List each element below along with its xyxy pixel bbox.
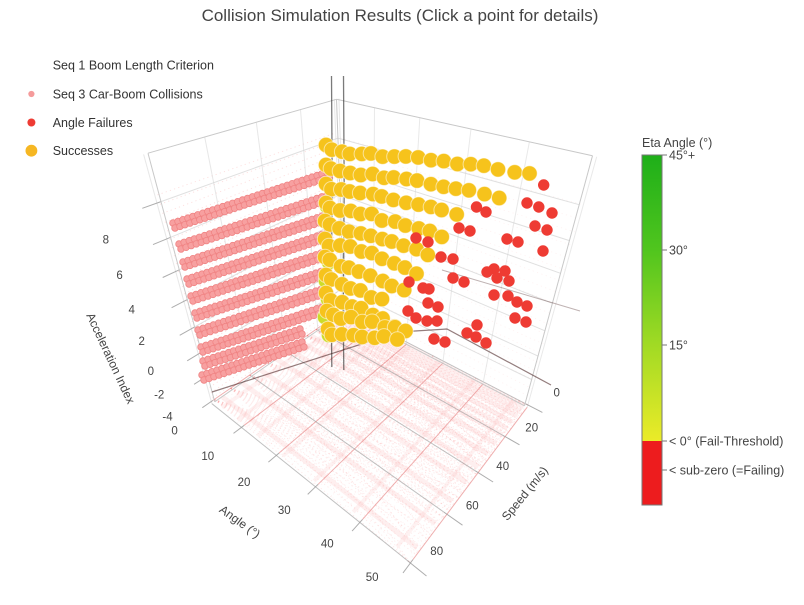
svg-text:0: 0 [553, 387, 559, 399]
svg-text:20: 20 [238, 477, 251, 489]
svg-text:60: 60 [466, 501, 479, 513]
svg-text:10: 10 [201, 451, 214, 463]
svg-text:45°+: 45°+ [669, 149, 695, 163]
svg-text:30°: 30° [669, 244, 688, 258]
svg-text:4: 4 [128, 305, 135, 317]
svg-text:2: 2 [138, 336, 144, 348]
svg-text:40: 40 [321, 538, 334, 550]
svg-text:-4: -4 [162, 412, 173, 424]
svg-text:50: 50 [366, 572, 379, 584]
svg-text:0: 0 [148, 366, 154, 378]
svg-text:< sub-zero (=Failing): < sub-zero (=Failing) [669, 464, 784, 478]
svg-text:20: 20 [525, 423, 538, 435]
svg-text:30: 30 [278, 505, 291, 517]
svg-text:Angle Failures: Angle Failures [53, 116, 133, 130]
svg-text:8: 8 [103, 235, 109, 247]
svg-text:80: 80 [430, 546, 443, 558]
svg-text:-2: -2 [154, 390, 164, 402]
svg-text:0: 0 [171, 426, 177, 438]
svg-text:Collision Simulation Results (: Collision Simulation Results (Click a po… [202, 6, 599, 25]
svg-text:15°: 15° [669, 339, 688, 353]
svg-text:Eta Angle (°): Eta Angle (°) [642, 136, 712, 150]
svg-text:6: 6 [116, 270, 122, 282]
svg-text:< 0° (Fail-Threshold): < 0° (Fail-Threshold) [669, 435, 783, 449]
svg-text:Seq 3 Car-Boom Collisions: Seq 3 Car-Boom Collisions [53, 88, 203, 102]
svg-text:40: 40 [496, 461, 509, 473]
svg-text:Seq 1 Boom Length Criterion: Seq 1 Boom Length Criterion [53, 59, 214, 73]
svg-text:Successes: Successes [53, 144, 113, 158]
